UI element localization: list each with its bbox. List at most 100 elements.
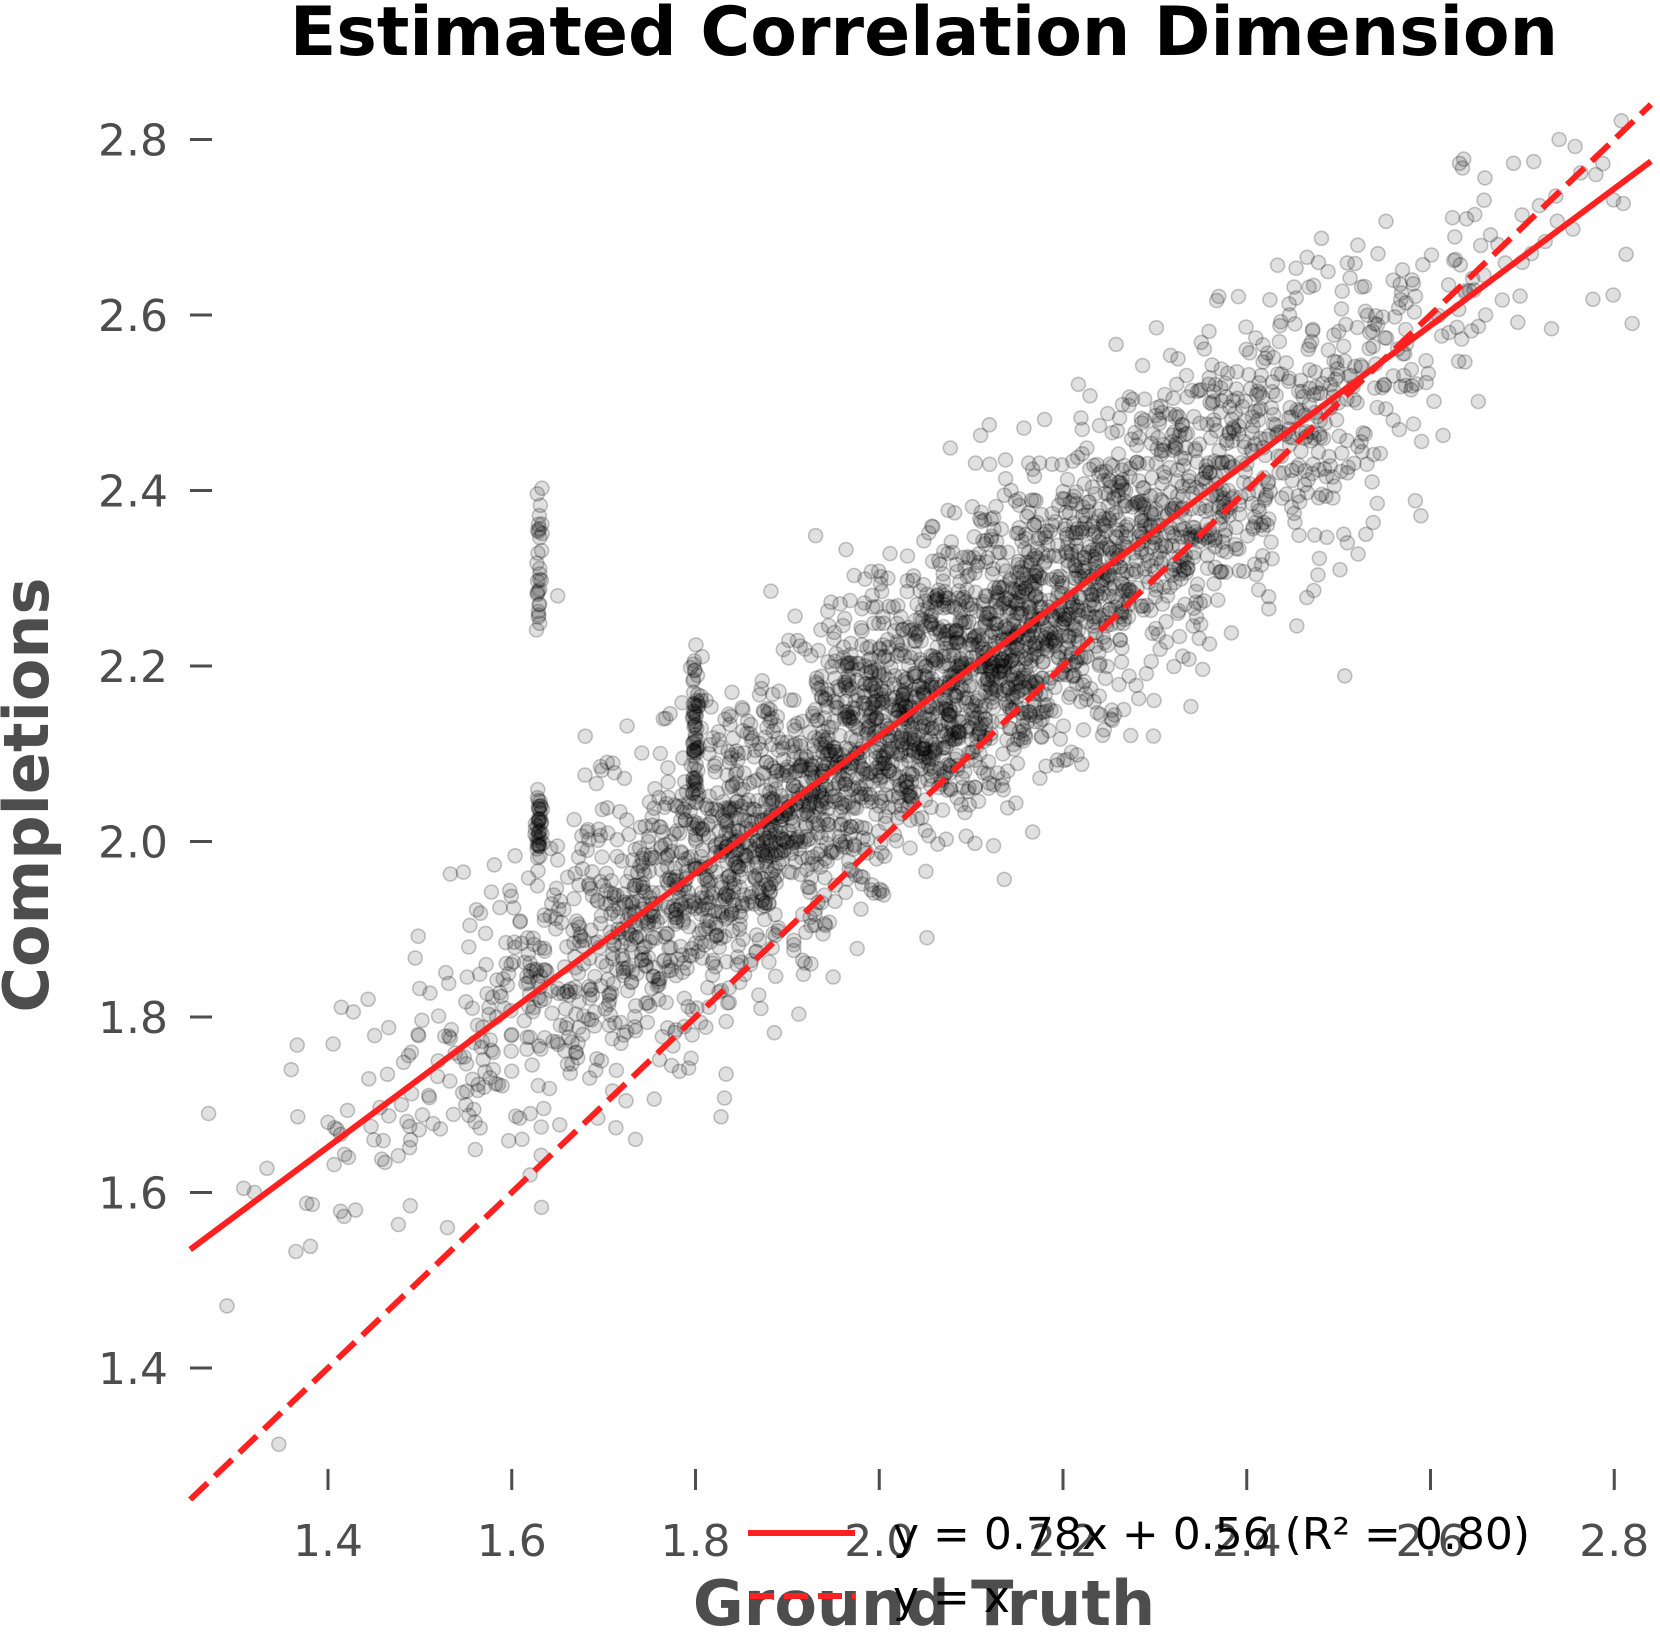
cloud-point (552, 1017, 569, 1034)
cloud-point (559, 983, 576, 1000)
cloud-point (1081, 539, 1097, 555)
cloud-point (593, 977, 609, 994)
cloud-point (1033, 728, 1050, 745)
cloud-point (896, 730, 913, 747)
cloud-point (1407, 288, 1424, 305)
cloud-point (871, 798, 888, 814)
cloud-point (736, 795, 753, 811)
cloud-point (980, 550, 996, 566)
cloud-point (1164, 537, 1180, 554)
cloud-point (421, 1089, 438, 1106)
cloud-point (946, 702, 962, 718)
cloud-point (716, 928, 733, 945)
cloud-point (483, 884, 500, 900)
data-point (889, 745, 906, 762)
cloud-point (1254, 389, 1271, 406)
cluster-point (532, 797, 549, 814)
cloud-point (1118, 528, 1134, 545)
cloud-point (732, 807, 749, 823)
cloud-point (1067, 602, 1084, 619)
cloud-point (477, 1063, 493, 1080)
cloud-point (800, 850, 816, 866)
cloud-point (785, 942, 802, 959)
cloud-point (935, 543, 952, 560)
cloud-point (809, 856, 825, 873)
cloud-point (604, 1030, 621, 1047)
cloud-point (991, 544, 1008, 561)
cloud-point (1191, 630, 1207, 647)
cloud-point (675, 914, 692, 931)
cloud-point (1250, 499, 1266, 515)
cloud-point (725, 892, 742, 908)
cloud-point (843, 729, 859, 746)
cloud-point (1337, 668, 1353, 684)
cloud-point (753, 680, 770, 697)
cloud-point (855, 829, 871, 846)
cloud-point (684, 947, 700, 964)
cloud-point (1125, 561, 1142, 578)
cloud-point (1624, 315, 1640, 332)
cloud-point (528, 961, 545, 978)
cloud-point (893, 728, 909, 745)
cloud-point (1028, 588, 1044, 605)
cloud-point (698, 692, 715, 709)
cloud-point (1288, 260, 1304, 277)
cloud-point (872, 772, 889, 789)
cloud-point (659, 858, 676, 875)
cloud-point (535, 1100, 552, 1117)
cloud-point (812, 792, 829, 809)
cloud-point (1154, 475, 1170, 492)
cloud-point (658, 994, 675, 1011)
cloud-point (1510, 314, 1526, 331)
cloud-point (592, 915, 609, 932)
cloud-point (1092, 533, 1108, 550)
data-point (650, 991, 667, 1008)
cloud-point (570, 849, 587, 866)
cloud-point (932, 556, 949, 573)
cloud-point (728, 763, 745, 779)
cloud-point (619, 718, 635, 734)
cloud-point (906, 645, 923, 662)
cloud-point (1067, 557, 1084, 574)
cloud-point (733, 954, 750, 971)
cloud-point (872, 641, 888, 658)
cluster-point (531, 615, 548, 632)
cloud-point (988, 682, 1005, 699)
cloud-point (660, 962, 677, 979)
cloud-point (754, 842, 771, 859)
cloud-point (755, 835, 771, 852)
cloud-point (954, 779, 971, 796)
cloud-point (869, 691, 885, 708)
cloud-point (990, 544, 1007, 561)
cloud-point (975, 596, 992, 613)
cloud-point (694, 921, 710, 938)
cloud-point (839, 703, 855, 720)
cloud-point (993, 777, 1010, 794)
cloud-point (967, 835, 983, 852)
cloud-point (1287, 514, 1303, 531)
cloud-point (1124, 391, 1141, 408)
cloud-point (995, 595, 1011, 612)
cloud-point (769, 762, 786, 779)
cloud-point (828, 694, 845, 711)
cloud-point (814, 689, 830, 706)
cloud-point (750, 987, 767, 1003)
cloud-point (686, 813, 703, 830)
cloud-point (995, 686, 1011, 702)
cloud-point (892, 730, 909, 747)
cloud-point (1413, 507, 1429, 524)
cloud-point (1193, 382, 1209, 398)
cloud-point (979, 676, 996, 693)
cloud-point (782, 692, 799, 708)
cloud-point (1191, 436, 1208, 453)
cloud-point (1089, 704, 1106, 721)
cloud-point (689, 794, 705, 811)
cloud-point (873, 686, 890, 703)
cluster-point (530, 811, 547, 827)
cloud-point (1136, 499, 1152, 515)
cloud-point (969, 692, 986, 709)
cloud-point (1048, 568, 1065, 585)
cloud-point (627, 1022, 644, 1039)
cloud-point (1069, 747, 1085, 763)
data-point (1000, 693, 1016, 709)
